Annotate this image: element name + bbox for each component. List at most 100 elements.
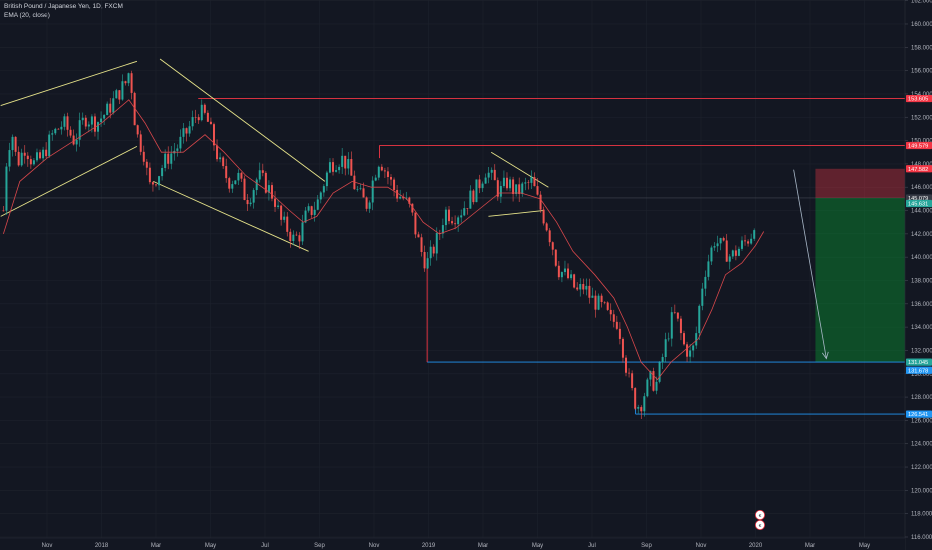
candle-body: [365, 197, 368, 209]
candle-body: [194, 117, 197, 118]
candle-body: [692, 345, 695, 351]
x-tick-label: Nov: [696, 543, 707, 549]
candle-body: [670, 312, 673, 339]
candle-body: [231, 184, 234, 189]
trendlines[interactable]: [0, 58, 549, 252]
candle-body: [701, 288, 704, 306]
candle-body: [707, 261, 710, 277]
candle-body: [161, 167, 164, 177]
symbol-title: British Pound / Japanese Yen, 1D, FXCM: [4, 3, 123, 10]
candle-body: [740, 240, 743, 249]
candle-body: [582, 284, 585, 290]
x-tick-label: Sep: [314, 543, 325, 549]
candle-body: [5, 166, 8, 211]
price-tag-bg: [906, 94, 932, 103]
candle-body: [542, 209, 545, 224]
x-tick-label: Jul: [588, 543, 596, 549]
price-tag-bg: [906, 366, 932, 374]
y-tick-label: 126.000: [911, 418, 932, 424]
candle-body: [368, 202, 371, 209]
event-marker-glyph: €: [759, 513, 762, 518]
candle-body: [484, 177, 487, 184]
y-tick-label: 160.000: [911, 22, 932, 28]
candle-body: [75, 139, 78, 145]
candle-body: [243, 178, 246, 200]
candle-body: [304, 210, 307, 223]
candle-body: [298, 235, 301, 242]
candle-body: [548, 230, 551, 243]
candle-body: [649, 371, 652, 380]
candle-body: [444, 209, 447, 226]
candle-body: [457, 217, 460, 225]
candle-body: [664, 339, 667, 358]
candle-body: [716, 243, 719, 247]
y-tick-label: 144.000: [911, 209, 932, 215]
candle-body: [20, 152, 23, 166]
candle-body: [637, 407, 640, 409]
candle-body: [661, 357, 664, 363]
candle-body: [509, 179, 512, 189]
candle-body: [142, 151, 145, 162]
candle-body: [493, 169, 496, 181]
candle-body: [209, 121, 212, 125]
candle-body: [417, 234, 420, 238]
candle-body: [744, 240, 747, 242]
candle-body: [554, 249, 557, 266]
candle-body: [698, 305, 701, 334]
candle-body: [527, 182, 530, 184]
candle-body: [145, 161, 148, 168]
candle-body: [60, 126, 63, 130]
candle-body: [695, 333, 698, 346]
candle-body: [249, 202, 252, 205]
candle-body: [512, 179, 515, 194]
price-tag-label: 153.605: [908, 97, 928, 103]
candle-body: [197, 117, 200, 121]
projection-arrow[interactable]: [793, 169, 829, 360]
candle-body: [106, 103, 109, 116]
candle-body: [682, 333, 685, 345]
candle-body: [212, 124, 215, 146]
y-tick-label: 152.000: [911, 115, 932, 121]
candle-body: [316, 199, 319, 210]
horizontal-levels[interactable]: [198, 98, 905, 415]
candle-body: [600, 295, 603, 303]
trendline: [159, 58, 326, 182]
price-axis[interactable]: 116.000 118.000 120.000 122.000 124.000 126.0…: [904, 0, 932, 550]
candle-body: [270, 185, 273, 199]
candle-body: [17, 151, 20, 166]
candle-body: [267, 185, 270, 193]
candle-body: [222, 157, 225, 167]
candle-body: [93, 116, 96, 132]
candle-body: [673, 312, 676, 313]
chart-legend: British Pound / Japanese Yen, 1D, FXCM E…: [4, 2, 123, 20]
candle-body: [97, 122, 100, 132]
chart-grid: [0, 0, 905, 538]
candle-body: [411, 203, 414, 213]
y-tick-label: 132.000: [911, 348, 932, 354]
candle-body: [45, 149, 48, 157]
candle-body: [481, 183, 484, 189]
candle-body: [81, 117, 84, 121]
y-tick-label: 116.000: [911, 535, 932, 541]
candle-body: [57, 128, 60, 130]
candle-body: [78, 120, 81, 140]
candle-body: [51, 133, 54, 135]
short-position-tool[interactable]: [815, 168, 906, 363]
candle-body: [240, 172, 243, 179]
candle-body: [191, 117, 194, 127]
candle-body: [277, 205, 280, 207]
candle-body: [322, 186, 325, 193]
candle-body: [289, 231, 292, 242]
candle-body: [11, 136, 14, 151]
candle-body: [567, 268, 570, 279]
candle-body: [390, 176, 393, 180]
time-axis[interactable]: Nov 2018 Mar May Jul Sep Nov 2019 Mar May Jul Sep No…: [0, 537, 905, 550]
x-tick-label: Mar: [151, 543, 161, 549]
event-markers[interactable]: €€: [755, 509, 766, 531]
price-tag-label: 145.631: [908, 202, 928, 208]
y-tick-label: 162.000: [911, 0, 932, 5]
x-tick-label: May: [205, 543, 216, 549]
candle-body: [362, 188, 365, 198]
